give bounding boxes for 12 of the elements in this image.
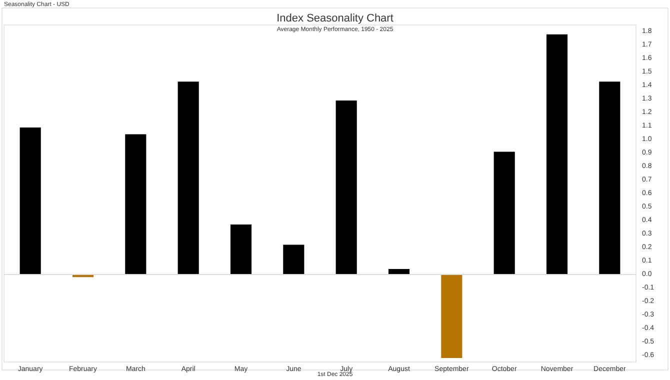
bar: [20, 127, 41, 274]
bar: [230, 224, 252, 274]
bar: [388, 268, 410, 274]
bar: [441, 274, 462, 358]
bar: [599, 82, 620, 274]
bar: [546, 34, 568, 274]
bar: [336, 100, 357, 274]
bar: [125, 134, 146, 274]
bar: [178, 82, 199, 274]
bar: [283, 244, 304, 274]
bar: [494, 152, 515, 274]
chart-title: Index Seasonality Chart: [276, 12, 394, 24]
